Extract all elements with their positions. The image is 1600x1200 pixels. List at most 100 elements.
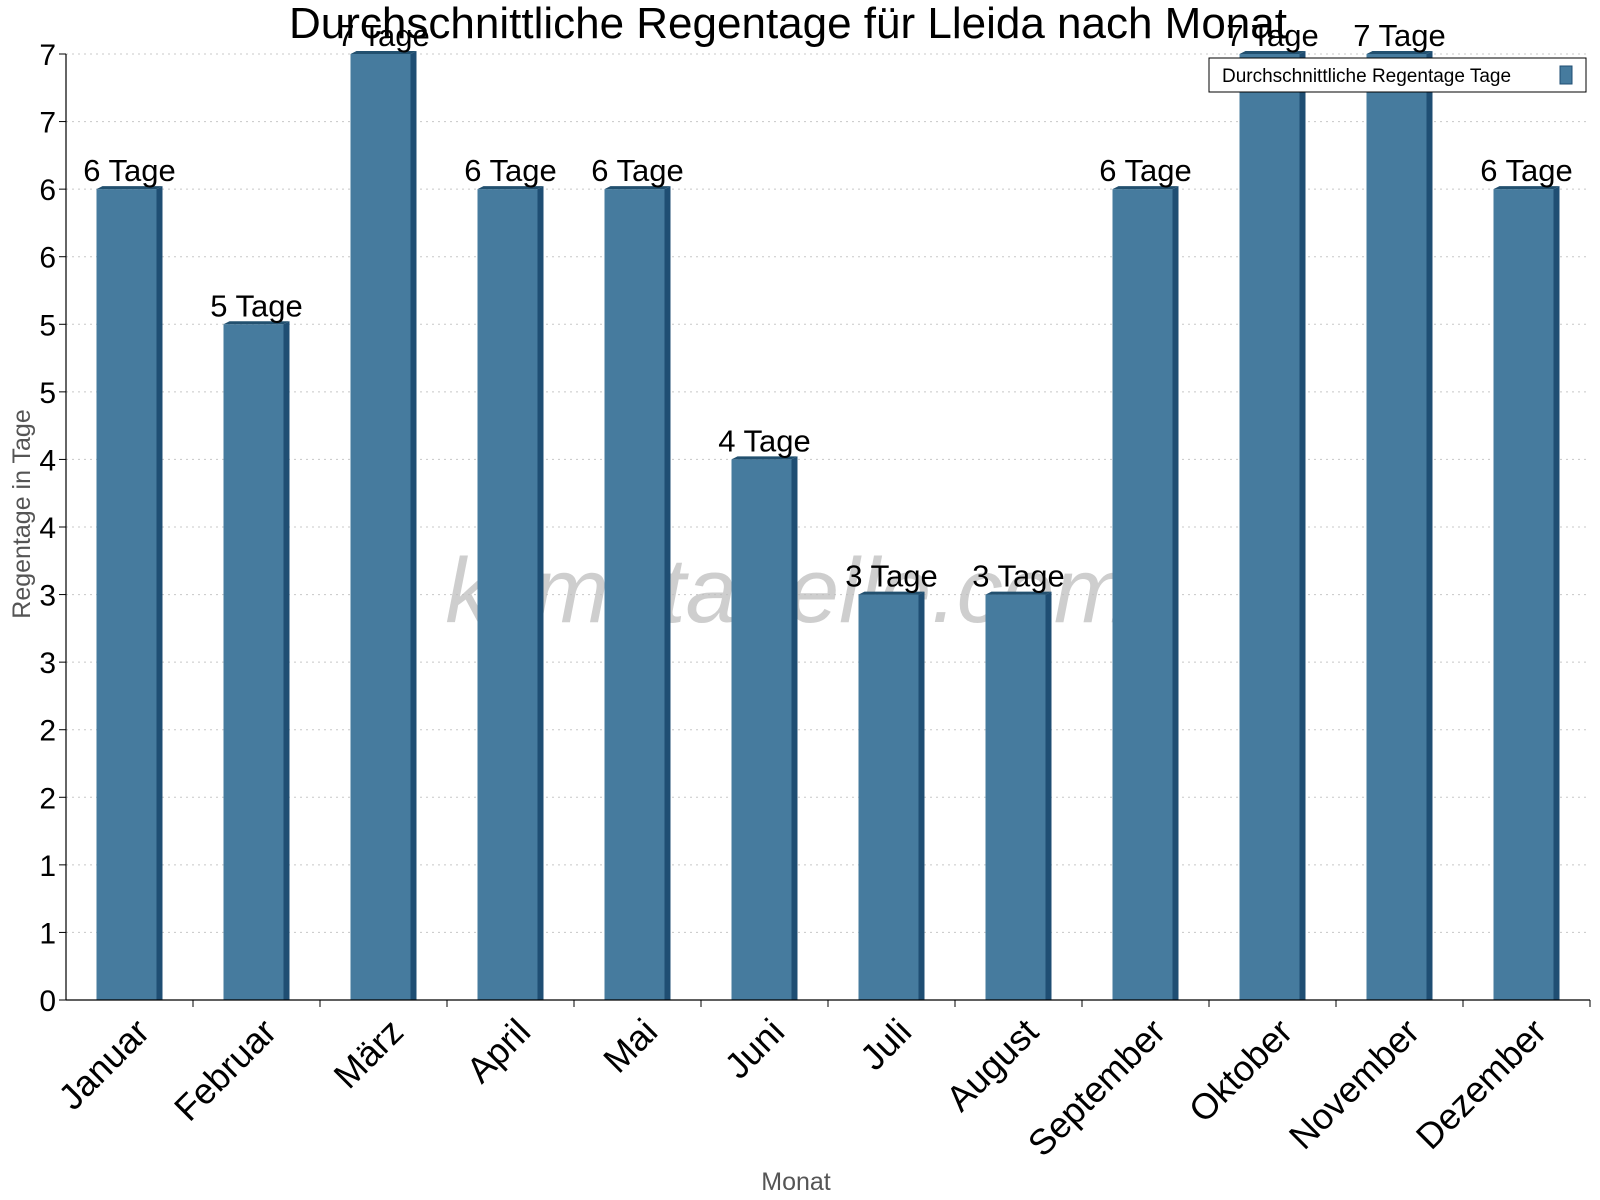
bar-top [1366, 51, 1433, 54]
x-tick-label: April [458, 1011, 538, 1091]
y-axis-title: Regentage in Tage [8, 409, 36, 618]
bar [1366, 51, 1433, 1000]
bar-top [1112, 186, 1179, 190]
grid [66, 53, 1590, 933]
bar-front [604, 189, 665, 1001]
bar-side [283, 321, 290, 1000]
data-label: 5 Tage [210, 288, 303, 323]
bar-front [350, 54, 411, 1000]
x-tick-label: November [1281, 1011, 1427, 1157]
legend-label: Durchschnittliche Regentage Tage [1222, 66, 1511, 87]
legend-box [1208, 57, 1587, 93]
bar-side [1553, 186, 1560, 1001]
y-tick-label: 6 [39, 174, 56, 207]
x-tick-label: Mai [595, 1011, 665, 1081]
data-label: 6 Tage [591, 153, 684, 188]
bar [1239, 51, 1306, 1000]
data-label: 3 Tage [972, 559, 1065, 594]
data-label: 6 Tage [1480, 153, 1573, 188]
bar-top [223, 321, 290, 325]
bar [604, 186, 671, 1001]
bar [96, 186, 163, 1001]
bar-top [1239, 51, 1306, 54]
y-tick-label: 1 [39, 917, 56, 950]
bar-front [1366, 54, 1427, 1000]
y-tick-label: 4 [39, 512, 56, 545]
chart-title: Durchschnittliche Regentage für Lleida n… [289, 0, 1287, 48]
y-tick-label: 3 [39, 647, 56, 680]
y-tick-label: 1 [39, 850, 56, 883]
x-axis-title: Monat [761, 1168, 831, 1196]
y-tick-label: 7 [39, 39, 56, 72]
bar-front [731, 459, 792, 1000]
legend-swatch [1559, 65, 1573, 85]
bar-side [1172, 186, 1179, 1001]
y-tick-label: 7 [39, 107, 56, 140]
y-tick-labels: 0 1 1 2 2 3 3 4 4 5 5 6 6 7 7 [39, 39, 56, 1018]
bar-front [858, 594, 919, 1000]
bar-side [156, 186, 163, 1001]
x-tick-label: Juni [716, 1011, 792, 1087]
y-tick-label: 2 [39, 782, 56, 815]
y-tick-label: 2 [39, 715, 56, 748]
y-tick-label: 5 [39, 309, 56, 342]
data-label: 6 Tage [83, 153, 176, 188]
bar-top [96, 186, 163, 190]
data-labels: 6 Tage 5 Tage 7 Tage 6 Tage 6 Tage 4 Tage 3 Ta… [83, 18, 1573, 594]
bar [858, 591, 925, 1000]
legend: Durchschnittliche Regentage Tage [1208, 57, 1587, 93]
x-tick-labels: Januar Februar März April Mai Juni Juli AugustS… [50, 1011, 1554, 1165]
bar-side [664, 186, 671, 1001]
y-tick-label: 3 [39, 580, 56, 613]
bar-front [985, 594, 1046, 1000]
bar [985, 591, 1052, 1000]
bar [1112, 186, 1179, 1001]
data-label: 7 Tage [1353, 18, 1446, 53]
data-label: 6 Tage [464, 153, 557, 188]
data-label: 6 Tage [1099, 153, 1192, 188]
y-tick-label: 5 [39, 377, 56, 410]
bar-side [1045, 591, 1052, 1000]
bar-front [96, 189, 157, 1001]
x-tick-label: Dezember [1408, 1011, 1554, 1157]
y-tick-label: 6 [39, 242, 56, 275]
bar-front [477, 189, 538, 1001]
bar-front [223, 324, 284, 1000]
bar [1493, 186, 1560, 1001]
bar-side [1299, 51, 1306, 1000]
bar [477, 186, 544, 1001]
x-tick-label: März [326, 1011, 412, 1097]
bar-front [1493, 189, 1554, 1001]
x-tick-label: September [1020, 1011, 1174, 1165]
x-tick-label: August [938, 1011, 1046, 1119]
bar-side [791, 456, 798, 1000]
data-label: 3 Tage [845, 559, 938, 594]
bar-front [1239, 54, 1300, 1000]
bar-top [731, 456, 798, 460]
bar-top [1493, 186, 1560, 190]
x-tick-label: Juli [852, 1011, 919, 1078]
y-tick-label: 0 [39, 985, 56, 1018]
bar-side [1426, 51, 1433, 1000]
bar-front [1112, 189, 1173, 1001]
bar-side [918, 591, 925, 1000]
bar-top [350, 51, 417, 54]
bars [96, 51, 1560, 1001]
y-tick-label: 4 [39, 444, 56, 477]
data-label: 7 Tage [1226, 18, 1319, 53]
data-label: 7 Tage [337, 18, 430, 53]
data-label: 4 Tage [718, 423, 811, 458]
bar-top [858, 591, 925, 595]
bar [350, 51, 417, 1000]
axes [59, 53, 1591, 1007]
bar-side [410, 51, 417, 1000]
bar-side [537, 186, 544, 1001]
bar [223, 321, 290, 1000]
bar-top [604, 186, 671, 190]
x-tick-label: Januar [50, 1011, 157, 1118]
x-tick-label: Februar [166, 1011, 284, 1129]
x-tick-label: Oktober [1181, 1011, 1301, 1131]
bar [731, 456, 798, 1000]
bar-top [985, 591, 1052, 595]
